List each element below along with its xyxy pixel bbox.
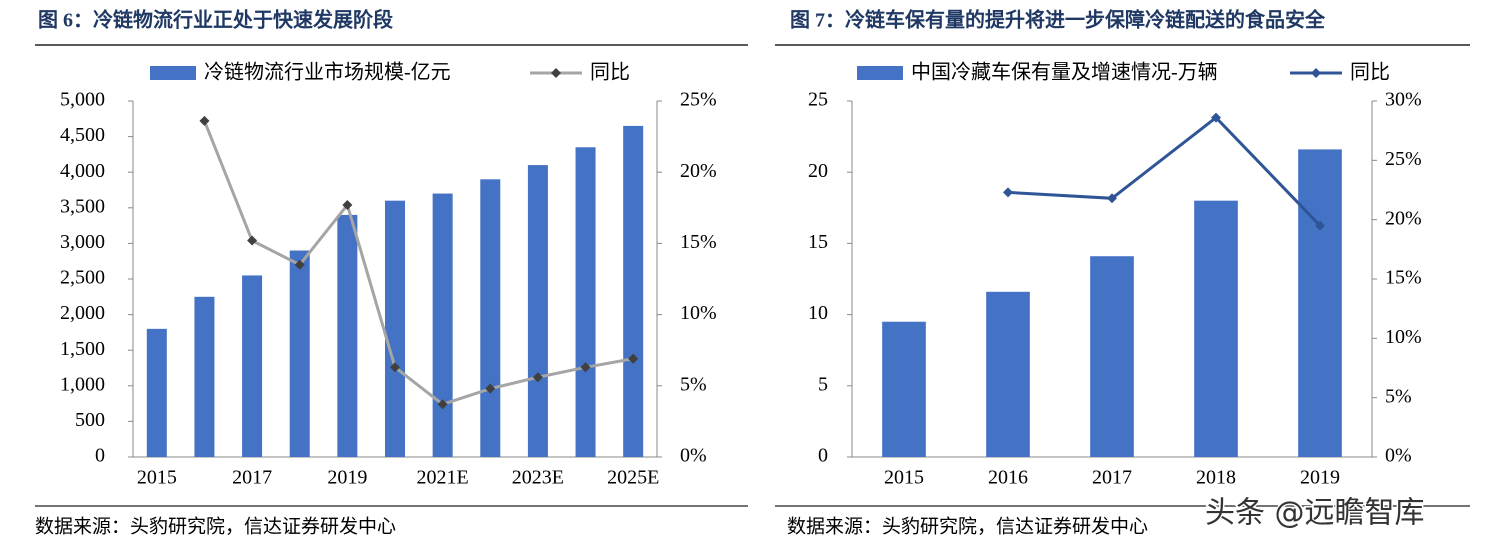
y-tick-label: 5,000 [60,89,105,111]
legend-label: 冷链物流行业市场规模-亿元 [204,61,451,84]
line-marker [199,115,210,126]
y-tick-label: 3,000 [60,231,105,253]
line-marker [247,235,258,246]
bar [575,147,596,457]
x-tick-label: 2018 [1196,467,1236,489]
bar [1090,256,1134,457]
line-marker [342,199,353,210]
y-tick-label: 1,000 [60,373,105,395]
bar [432,193,453,457]
y2-tick-label: 0% [680,445,707,467]
y-tick-label: 2,000 [60,302,105,324]
line-marker [1315,220,1325,231]
x-tick-label: 2017 [232,467,272,489]
x-tick-label: 2019 [327,467,367,489]
chart-title: 图 6：冷链物流行业正处于快速发展阶段 [38,8,393,32]
y-tick-label: 5 [818,373,828,395]
y2-tick-label: 25% [1385,148,1422,170]
line-marker [294,259,305,270]
line-marker [580,362,591,373]
y2-tick-label: 20% [680,160,717,182]
source-note: 数据来源：头豹研究院，信达证券研发中心 [35,515,396,537]
y-tick-label: 0 [95,445,105,467]
y2-tick-label: 10% [1385,326,1422,348]
line [203,120,634,406]
y-tick-label: 15 [808,231,828,253]
bar [1194,200,1238,457]
y-tick-label: 0 [818,445,828,467]
x-tick-label: 2015 [137,467,177,489]
y-tick-label: 20 [808,160,828,182]
y2-tick-label: 30% [1385,89,1422,111]
y2-tick-label: 5% [680,373,707,395]
bar [146,328,167,457]
bar [882,321,926,457]
bar [986,291,1030,457]
y2-tick-label: 0% [1385,445,1412,467]
y2-tick-label: 15% [1385,267,1422,289]
legend-marker [1311,68,1321,78]
source-note: 数据来源：头豹研究院，信达证券研发中心 [787,515,1148,537]
line-marker [1211,112,1221,123]
x-tick-label: 2015 [884,467,924,489]
y2-tick-label: 10% [680,302,717,324]
bar [384,200,406,457]
line-marker [437,399,448,410]
y-tick-label: 10 [808,302,828,324]
x-tick-label: 2023E [512,467,564,489]
y-tick-label: 3,500 [60,195,105,217]
x-tick-label: 2019 [1300,467,1340,489]
watermark: 头条 @远瞻智库 [1205,496,1425,531]
y2-tick-label: 20% [1385,207,1422,229]
y-tick-label: 25 [808,89,828,111]
x-tick-label: 2025E [607,467,659,489]
chart-title: 图 7：冷链车保有量的提升将进一步保障冷链配送的食品安全 [790,8,1326,32]
y2-tick-label: 15% [680,231,717,253]
chart: 图 7：冷链车保有量的提升将进一步保障冷链配送的食品安全中国冷藏车保有量及增速情… [775,8,1470,537]
y-tick-label: 1,500 [60,338,105,360]
line-marker [532,372,543,383]
bar [289,250,310,457]
bar [337,214,358,457]
y-tick-label: 4,500 [60,124,105,146]
legend-label: 中国冷藏车保有量及增速情况-万辆 [911,61,1218,84]
bar [623,125,644,458]
legend-label: 同比 [590,61,630,84]
y2-tick-label: 25% [680,89,717,111]
x-tick-label: 2021E [417,467,469,489]
x-tick-label: 2017 [1092,467,1132,489]
line-marker [1107,193,1117,204]
legend-swatch [150,66,196,80]
bar [194,296,215,457]
bar [242,275,263,457]
bar [480,179,501,457]
line-marker [390,362,400,373]
y-tick-label: 2,500 [60,267,105,289]
y-tick-label: 4,000 [60,160,105,182]
bar [1298,149,1342,457]
legend-swatch [857,66,903,80]
legend-label: 同比 [1350,61,1390,84]
y2-tick-label: 5% [1385,385,1412,407]
line-marker [485,383,496,394]
x-tick-label: 2016 [988,467,1028,489]
line-marker [628,353,639,364]
legend-marker [551,68,561,78]
bar [527,165,548,457]
line [1007,115,1322,227]
y-tick-label: 500 [75,409,105,431]
line-marker [1003,187,1013,198]
